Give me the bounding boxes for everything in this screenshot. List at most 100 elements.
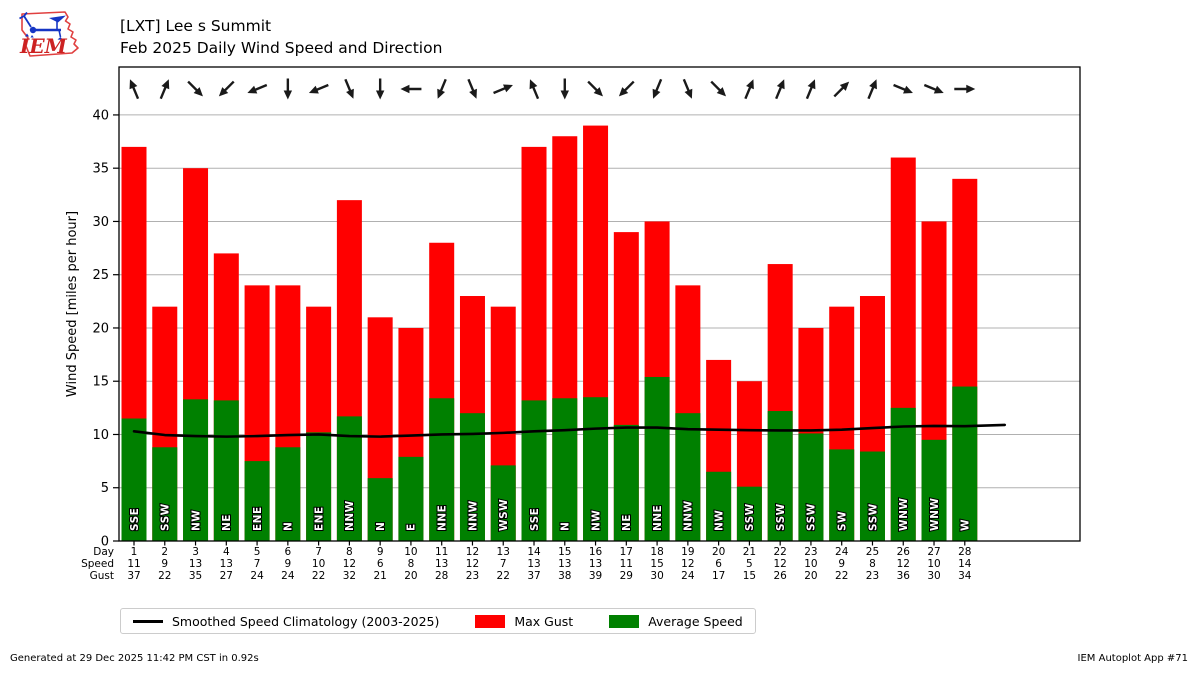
y-tick-label: 10 — [92, 428, 109, 443]
avg-speed-bar — [521, 400, 547, 541]
avg-speed-bar — [552, 398, 578, 541]
x-speed-value: 9 — [161, 558, 168, 570]
x-speed-value: 12 — [773, 558, 786, 570]
x-speed-value: 6 — [377, 558, 384, 570]
arrow-head — [218, 87, 229, 97]
x-day-value: 28 — [958, 546, 971, 558]
y-tick-label: 5 — [101, 481, 109, 496]
wind-direction-arrow — [159, 79, 170, 100]
wind-direction-arrow — [833, 81, 850, 98]
x-day-value: 9 — [377, 546, 384, 558]
x-day-value: 25 — [866, 546, 879, 558]
legend-item-avg-speed: Average Speed — [609, 614, 743, 629]
wind-direction-label: NNW — [683, 500, 695, 531]
x-gust-value: 32 — [343, 570, 356, 582]
x-gust-value: 22 — [158, 570, 171, 582]
wind-direction-label: NW — [590, 510, 602, 531]
wind-direction-label: NE — [621, 514, 633, 531]
avg-speed-bar — [244, 461, 270, 541]
x-gust-value: 37 — [127, 570, 140, 582]
wind-direction-arrow — [308, 83, 329, 94]
wind-direction-label: SSE — [129, 508, 141, 531]
x-gust-value: 30 — [650, 570, 663, 582]
page-title: [LXT] Lee s Summit — [120, 17, 272, 35]
autoplot-app-text: IEM Autoplot App #71 — [1077, 653, 1188, 664]
wind-direction-label: SSW — [867, 503, 879, 531]
avg-speed-bar — [644, 376, 670, 541]
x-day-value: 22 — [773, 546, 786, 558]
y-tick-label: 20 — [92, 321, 109, 336]
arrow-head — [437, 88, 446, 99]
y-axis-title: Wind Speed [miles per hour] — [65, 211, 80, 397]
avg-speed-bar — [583, 397, 609, 541]
plot-border — [118, 66, 1081, 542]
x-day-value: 8 — [346, 546, 353, 558]
x-gust-value: 24 — [681, 570, 695, 582]
x-gust-value: 24 — [250, 570, 264, 582]
x-gust-value: 24 — [281, 570, 295, 582]
x-speed-value: 10 — [927, 558, 940, 570]
avg-speed-bar — [798, 433, 824, 541]
wind-direction-label: W — [960, 519, 972, 531]
arrow-head — [652, 88, 661, 99]
wind-direction-arrow — [893, 83, 913, 94]
arrow-head — [529, 79, 538, 90]
climatology-line — [132, 423, 1007, 438]
legend-item-max-gust: Max Gust — [475, 614, 573, 629]
x-speed-value: 9 — [838, 558, 845, 570]
arrow-head — [716, 87, 727, 97]
x-speed-value: 11 — [620, 558, 633, 570]
wind-direction-label: NNE — [437, 505, 449, 531]
x-gust-value: 35 — [189, 570, 202, 582]
arrow-head — [469, 88, 477, 99]
x-day-value: 1 — [131, 546, 138, 558]
wind-direction-arrow — [954, 84, 976, 94]
avg-speed-bar — [306, 432, 332, 541]
x-speed-value: 5 — [746, 558, 753, 570]
x-day-value: 27 — [927, 546, 940, 558]
max-gust-swatch — [475, 614, 506, 628]
x-axis-table: DaySpeedGust1113729223133541327572469247… — [81, 541, 972, 582]
avg-speed-bar — [121, 418, 147, 541]
avg-speed-bar — [952, 386, 978, 541]
wind-direction-arrow — [400, 84, 422, 94]
x-speed-value: 12 — [897, 558, 910, 570]
x-gust-value: 38 — [558, 570, 571, 582]
arrow-head — [560, 90, 569, 100]
wind-direction-arrow — [187, 80, 203, 97]
wind-direction-label: SSW — [160, 503, 172, 531]
wind-direction-arrow — [437, 78, 447, 99]
direction-labels: SSE SSW NW NE ENE N ENE NNW N E NNE NNW WSW SSE N NW NE N… — [128, 497, 973, 532]
x-day-value: 11 — [435, 546, 448, 558]
x-speed-value: 13 — [435, 558, 448, 570]
y-tick-label: 30 — [92, 215, 109, 230]
avg-speed-bar — [613, 424, 639, 541]
wind-direction-arrow — [923, 83, 944, 94]
avg-speed-bar — [921, 439, 947, 541]
x-row-header: Speed — [81, 558, 114, 570]
x-speed-value: 12 — [466, 558, 479, 570]
iem-logo: IEM — [19, 11, 79, 58]
x-day-value: 15 — [558, 546, 571, 558]
x-row-header: Gust — [90, 570, 114, 582]
wind-direction-label: ENE — [313, 506, 325, 531]
avg-speed-bar — [213, 400, 239, 541]
arrow-head — [283, 90, 293, 100]
y-tick-label: 35 — [92, 162, 109, 177]
x-day-value: 24 — [835, 546, 849, 558]
arrow-head — [193, 87, 203, 97]
arrow-head — [807, 79, 816, 90]
average-speed-swatch — [609, 614, 640, 628]
x-day-value: 26 — [897, 546, 911, 558]
wind-direction-arrow — [682, 78, 693, 99]
x-gust-value: 20 — [804, 570, 817, 582]
chart-legend: Smoothed Speed Climatology (2003-2025) M… — [120, 608, 756, 634]
wind-direction-label: NNW — [344, 500, 356, 531]
x-day-value: 21 — [743, 546, 756, 558]
y-axis: 0 5 10 15 20 25 30 35 40 Wind Speed [miles per ho… — [65, 108, 119, 550]
arrow-head — [375, 90, 385, 100]
weather-vane-icon — [19, 11, 66, 40]
x-day-value: 23 — [804, 546, 817, 558]
x-day-value: 7 — [315, 546, 322, 558]
x-speed-value: 13 — [527, 558, 540, 570]
